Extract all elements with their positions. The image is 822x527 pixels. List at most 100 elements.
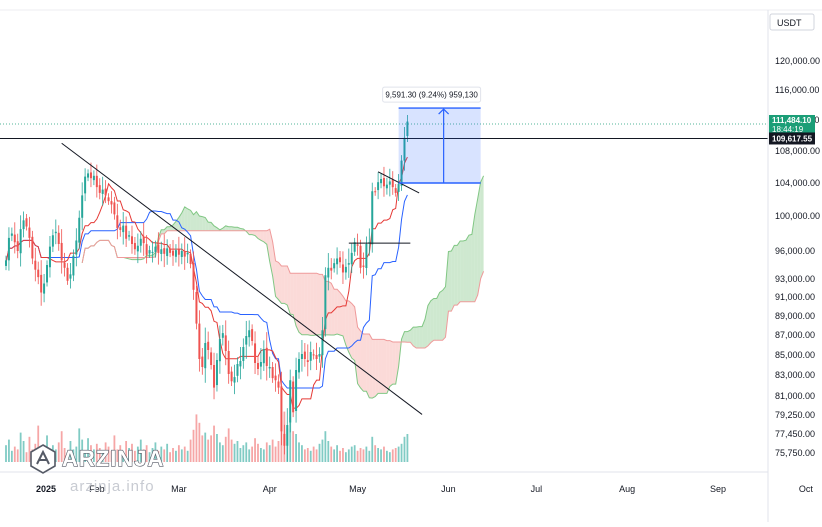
candle-body: [336, 258, 339, 265]
candle-body: [28, 227, 31, 238]
candle-body: [75, 240, 78, 255]
cloud-segment: [389, 340, 393, 387]
volume-bar: [216, 434, 218, 462]
cloud-segment: [471, 214, 475, 302]
candle-body: [37, 269, 40, 278]
cloud-segment: [480, 175, 484, 279]
candle-body: [172, 250, 175, 256]
volume-bar: [46, 435, 48, 462]
volume-bar: [163, 449, 166, 462]
candle-body: [315, 355, 318, 359]
candle-body: [84, 176, 87, 194]
candle-body: [113, 202, 116, 215]
measure-box[interactable]: [398, 108, 481, 183]
volume-bar: [148, 452, 151, 462]
volume-bar: [101, 453, 104, 462]
cloud-segment: [383, 339, 387, 394]
volume-bar: [359, 448, 362, 462]
y-tick-label: 87,000.00: [775, 330, 815, 340]
cloud-segment: [477, 182, 481, 295]
candle-body: [22, 220, 25, 230]
volume-bar: [19, 432, 22, 462]
volume-bar: [122, 452, 125, 462]
volume-bar: [397, 446, 400, 462]
volume-bar: [160, 446, 163, 462]
candle-body: [46, 265, 49, 283]
volume-bar: [295, 434, 297, 462]
cloud-segment: [199, 216, 203, 231]
currency-box[interactable]: [769, 13, 815, 31]
cloud-segment: [430, 298, 434, 343]
candle-body: [174, 250, 177, 257]
candle-body: [259, 362, 262, 367]
candle-body: [394, 188, 397, 193]
volume-bar: [333, 449, 336, 462]
candle-body: [60, 242, 63, 261]
cloud-segment: [419, 326, 423, 349]
volume-bar: [93, 449, 95, 462]
candle-body: [242, 347, 245, 361]
cloud-segment: [427, 300, 431, 346]
candle-body: [356, 244, 359, 246]
candle-body: [125, 225, 128, 239]
volume-bar: [125, 441, 128, 462]
volume-bar: [336, 445, 338, 462]
candle-body: [154, 246, 157, 252]
cloud-segment: [404, 331, 408, 343]
candle-body: [204, 343, 207, 369]
trendline[interactable]: [61, 142, 423, 415]
y-tick-label: 116,000.00: [775, 85, 819, 95]
cloud-segment: [307, 273, 311, 336]
cloud-segment: [433, 298, 437, 341]
candle-body: [230, 371, 233, 382]
volume-bar: [119, 445, 122, 462]
cloud-segment: [131, 257, 135, 260]
candle-body: [385, 184, 388, 189]
candle-body: [280, 386, 283, 432]
y-tick-label: 85,000.00: [775, 350, 815, 360]
candle-body: [312, 354, 315, 356]
candle-body: [227, 351, 230, 374]
volume-bar: [306, 448, 309, 462]
volume-bar: [49, 453, 51, 462]
volume-bar: [34, 443, 37, 462]
candle-body: [133, 242, 136, 250]
last-price-value: 111,484.10: [772, 116, 812, 125]
volume-bar: [66, 452, 69, 462]
candle-body: [306, 360, 309, 362]
cloud-segment: [342, 296, 346, 346]
candle-body: [104, 188, 107, 196]
volume-bar: [318, 443, 321, 462]
candle-body: [186, 252, 189, 255]
cloud-segment: [134, 257, 138, 260]
candle-body: [89, 172, 92, 179]
candle-body: [122, 225, 125, 233]
volume-bar: [368, 450, 371, 462]
volume-bar: [78, 428, 81, 462]
candle-body: [110, 201, 113, 205]
candle-body: [236, 364, 239, 376]
cloud-segment: [372, 339, 376, 399]
volume-bar: [213, 425, 215, 462]
volume-bar: [151, 448, 154, 462]
candle-body: [353, 242, 356, 252]
candle-body: [248, 330, 251, 338]
cloud-segment: [463, 240, 467, 302]
candle-body: [160, 249, 163, 254]
volume-bar: [303, 449, 306, 462]
volume-bar: [16, 449, 19, 462]
cloud-segment: [193, 211, 197, 231]
cloud-segment: [214, 225, 217, 231]
candle-body: [54, 231, 57, 234]
volume-bar: [210, 435, 212, 462]
drawings-layer[interactable]: 9,591.30 (9.24%) 959,130: [0, 86, 768, 415]
volume-bar: [344, 452, 347, 462]
candle-body: [177, 249, 180, 255]
y-tick-label: 83,000.00: [775, 370, 815, 380]
candle-body: [31, 236, 34, 259]
candle-body: [339, 257, 342, 263]
x-tick-label: Aug: [619, 484, 635, 494]
